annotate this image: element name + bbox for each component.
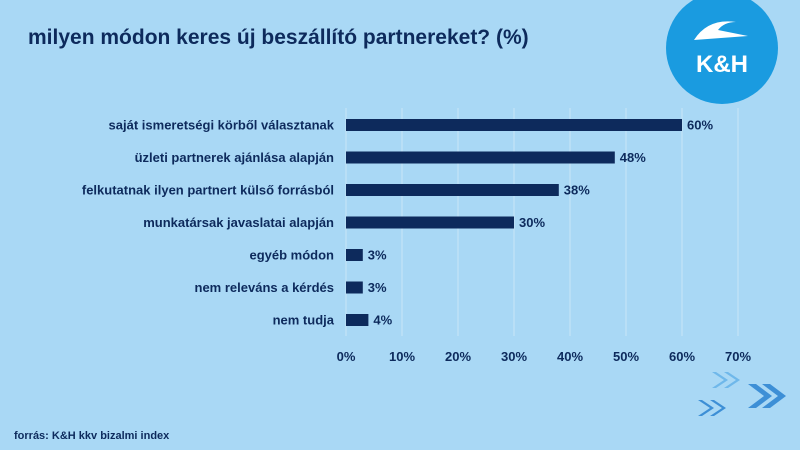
category-label: nem releváns a kérdés — [195, 280, 334, 295]
category-label: saját ismeretségi körből választanak — [109, 118, 335, 133]
data-label: 30% — [519, 215, 545, 230]
kh-logo-icon: K&H — [666, 0, 778, 104]
x-tick-label: 50% — [613, 349, 639, 364]
chevrons-icon — [698, 372, 786, 416]
bar — [346, 184, 559, 196]
data-label: 60% — [687, 118, 713, 133]
category-label: egyéb módon — [249, 248, 334, 263]
source-note: forrás: K&H kkv bizalmi index — [14, 430, 170, 442]
data-label: 3% — [368, 280, 387, 295]
bar — [346, 281, 363, 294]
x-tick-label: 30% — [501, 349, 527, 364]
x-tick-label: 40% — [557, 349, 583, 364]
bar — [346, 216, 514, 229]
bar — [346, 314, 369, 326]
x-tick-label: 20% — [445, 349, 471, 364]
logo-text: K&H — [696, 51, 748, 78]
category-label: nem tudja — [273, 313, 335, 328]
category-label: munkatársak javaslatai alapján — [143, 215, 334, 230]
data-label: 38% — [564, 183, 590, 198]
category-label: felkutatnak ilyen partnert külső forrásb… — [82, 183, 334, 198]
category-label: üzleti partnerek ajánlása alapján — [135, 150, 334, 165]
x-tick-label: 70% — [725, 349, 751, 364]
data-label: 48% — [620, 150, 646, 165]
data-label: 4% — [373, 313, 392, 328]
x-tick-label: 0% — [337, 349, 356, 364]
chart-title: milyen módon keres új beszállító partner… — [28, 26, 529, 49]
x-tick-label: 60% — [669, 349, 695, 364]
data-label: 3% — [368, 248, 387, 263]
x-tick-label: 10% — [389, 349, 415, 364]
bar — [346, 151, 615, 164]
bar — [346, 119, 682, 131]
bar — [346, 249, 363, 261]
